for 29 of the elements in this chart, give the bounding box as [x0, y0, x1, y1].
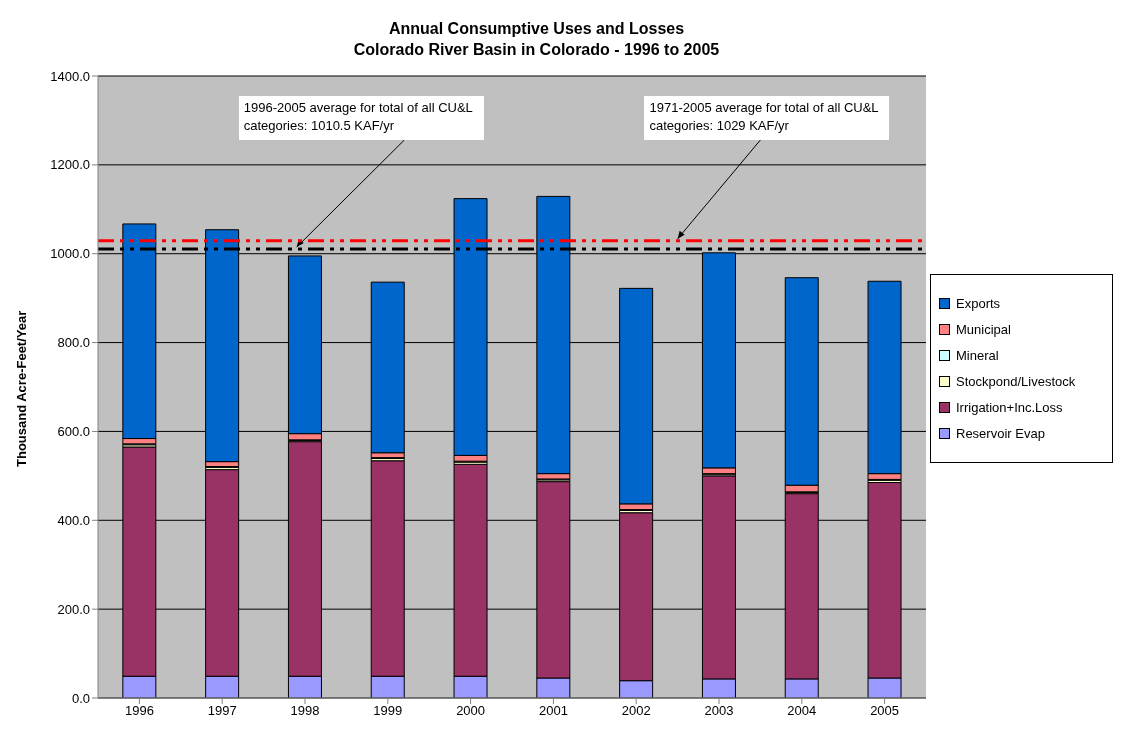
- y-tick-label: 600.0: [57, 424, 90, 440]
- x-tick-label: 2002: [621, 703, 651, 719]
- y-tick-label: 400.0: [57, 512, 90, 528]
- chart-subtitle: Colorado River Basin in Colorado - 1996 to 2005: [352, 40, 721, 60]
- ref-line-label: 1996-2005 average for total of all CU&L categories: 1010.5 KAF/yr: [238, 96, 484, 140]
- y-tick-label: 1400.0: [50, 68, 90, 84]
- y-tick-label: 0.0: [71, 690, 90, 706]
- y-tick-label: 200.0: [57, 601, 90, 617]
- legend-label: Municipal: [956, 321, 1011, 337]
- x-tick-label: 2004: [787, 703, 817, 719]
- legend-label: Stockpond/Livestock: [956, 373, 1076, 389]
- legend-label: Irrigation+Inc.Loss: [956, 399, 1063, 415]
- y-axis-title: Thousand Acre-Feet/Year: [13, 310, 29, 467]
- x-tick-label: 2000: [456, 703, 486, 719]
- x-tick-label: 2003: [704, 703, 734, 719]
- legend-label: Mineral: [956, 347, 999, 363]
- y-tick-label: 1000.0: [50, 246, 90, 262]
- chart-title: Annual Consumptive Uses and Losses: [387, 19, 686, 39]
- x-tick-label: 2005: [870, 703, 900, 719]
- legend-label: Exports: [956, 295, 1001, 311]
- ref-line-label: 1971-2005 average for total of all CU&L categories: 1029 KAF/yr: [644, 96, 890, 140]
- legend-label: Reservoir Evap: [956, 425, 1045, 441]
- x-tick-label: 1999: [373, 703, 403, 719]
- x-tick-label: 1996: [124, 703, 154, 719]
- y-tick-label: 1200.0: [50, 157, 90, 173]
- x-tick-label: 1998: [290, 703, 320, 719]
- x-tick-label: 2001: [538, 703, 568, 719]
- x-tick-label: 1997: [207, 703, 237, 719]
- y-tick-label: 800.0: [57, 335, 90, 351]
